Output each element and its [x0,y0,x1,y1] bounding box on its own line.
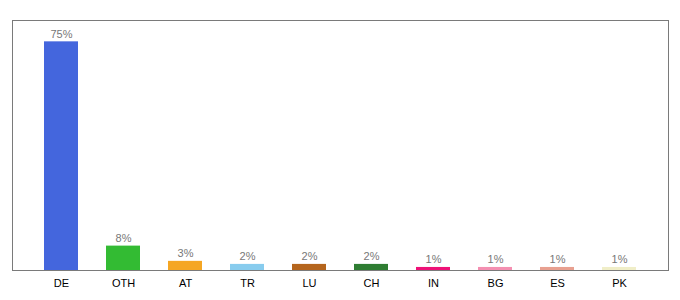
svg-text:3%: 3% [178,247,194,259]
svg-text:1%: 1% [612,253,628,265]
svg-text:OTH: OTH [112,277,135,289]
svg-text:1%: 1% [426,253,442,265]
svg-text:BG: BG [488,277,504,289]
svg-text:CH: CH [364,277,380,289]
svg-text:2%: 2% [302,250,318,262]
svg-text:PK: PK [612,277,627,289]
svg-text:ES: ES [550,277,565,289]
svg-text:AT: AT [179,277,193,289]
svg-text:8%: 8% [116,232,132,244]
svg-text:IN: IN [428,277,439,289]
svg-text:2%: 2% [364,250,380,262]
svg-text:75%: 75% [50,28,72,40]
svg-text:TR: TR [240,277,255,289]
svg-text:2%: 2% [240,250,256,262]
svg-text:1%: 1% [550,253,566,265]
svg-text:DE: DE [54,277,69,289]
svg-text:LU: LU [302,277,316,289]
svg-text:1%: 1% [488,253,504,265]
